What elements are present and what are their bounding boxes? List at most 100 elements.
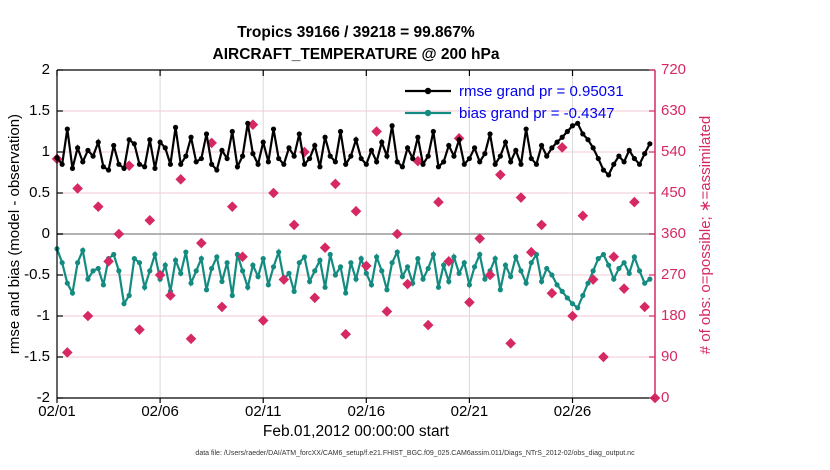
rmse-marker xyxy=(544,153,550,159)
obs-count-marker xyxy=(536,219,547,231)
bias-marker xyxy=(600,251,607,258)
bias-marker xyxy=(296,260,302,266)
bias-marker xyxy=(75,260,81,266)
rmse-marker xyxy=(353,137,359,143)
rmse-marker xyxy=(435,164,442,170)
bias-marker xyxy=(255,274,261,280)
obs-count-marker xyxy=(577,210,589,222)
bias-marker xyxy=(569,301,576,307)
bias-marker xyxy=(575,305,581,311)
rmse-marker xyxy=(64,126,70,132)
bias-marker xyxy=(456,270,462,276)
rmse-marker xyxy=(513,147,519,153)
bias-marker xyxy=(554,282,560,288)
right-tick-label: 180 xyxy=(661,307,687,324)
bias-marker xyxy=(415,256,421,262)
bias-marker xyxy=(647,276,653,282)
x-tick-label: 02/16 xyxy=(347,403,386,420)
bias-marker xyxy=(642,280,648,286)
bias-marker xyxy=(379,268,385,274)
bias-marker xyxy=(90,268,96,274)
bias-marker xyxy=(80,247,86,253)
obs-count-marker xyxy=(340,328,351,340)
rmse-marker xyxy=(642,151,648,157)
rmse-marker xyxy=(167,161,174,167)
obs-count-marker xyxy=(361,260,372,272)
rmse-marker xyxy=(549,145,555,151)
bias-marker xyxy=(270,264,277,270)
rmse-marker xyxy=(75,145,81,151)
rmse-marker xyxy=(332,159,338,165)
bias-marker xyxy=(466,282,473,288)
rmse-marker xyxy=(477,159,483,165)
rmse-marker xyxy=(157,139,163,145)
bias-marker xyxy=(451,254,457,260)
x-tick-label: 02/06 xyxy=(141,403,179,420)
rmse-marker xyxy=(276,155,282,162)
rmse-marker xyxy=(492,161,498,167)
bias-marker xyxy=(389,260,395,266)
rmse-marker xyxy=(441,159,447,165)
bias-marker xyxy=(332,272,338,278)
bias-marker xyxy=(183,249,189,255)
bias-marker xyxy=(142,284,148,290)
left-tick-label: 0.5 xyxy=(29,184,50,201)
obs-count-marker xyxy=(515,192,527,203)
bias-marker xyxy=(198,256,204,262)
rmse-marker xyxy=(85,147,91,153)
rmse-marker xyxy=(322,134,328,140)
obs-count-marker xyxy=(72,183,83,194)
right-tick-label: 630 xyxy=(661,102,687,119)
left-tick-label: -1 xyxy=(36,307,50,324)
rmse-marker xyxy=(636,161,643,167)
rmse-marker xyxy=(307,155,313,162)
rmse-marker xyxy=(647,141,653,147)
rmse-marker xyxy=(502,139,509,145)
rmse-marker xyxy=(209,161,215,167)
rmse-marker xyxy=(152,165,158,171)
obs-count-marker xyxy=(103,256,114,267)
bias-marker xyxy=(621,260,627,266)
bias-marker xyxy=(286,270,292,276)
bias-marker xyxy=(209,265,215,272)
obs-count-marker xyxy=(92,201,104,212)
rmse-marker xyxy=(214,167,220,173)
bias-marker xyxy=(482,276,488,282)
rmse-marker xyxy=(255,161,261,167)
rmse-marker xyxy=(100,164,106,170)
obs-count-marker xyxy=(113,228,125,240)
left-tick-label: 1.5 xyxy=(29,102,50,119)
rmse-marker xyxy=(337,128,344,135)
rmse-marker xyxy=(188,134,194,140)
x-tick-label: 02/11 xyxy=(244,403,282,420)
rmse-marker xyxy=(229,128,235,135)
rmse-marker xyxy=(471,145,478,151)
rmse-marker xyxy=(95,139,101,145)
bias-marker xyxy=(616,265,622,272)
bias-marker xyxy=(172,257,179,263)
rmse-marker xyxy=(554,139,560,145)
obs-count-marker xyxy=(505,338,516,349)
obs-count-marker xyxy=(288,219,300,231)
legend-line-sample-rmse xyxy=(405,87,451,95)
bias-marker xyxy=(435,284,442,290)
bias-marker xyxy=(446,278,452,285)
obs-count-marker xyxy=(309,292,321,304)
rmse-marker xyxy=(69,165,76,171)
rmse-marker xyxy=(528,155,534,162)
obs-count-marker xyxy=(495,169,506,181)
rmse-marker xyxy=(250,151,256,157)
left-tick-label: 0 xyxy=(41,225,50,242)
rmse-marker xyxy=(219,147,225,153)
rmse-marker xyxy=(111,142,117,149)
rmse-marker xyxy=(631,155,637,162)
bias-marker xyxy=(100,282,106,288)
legend-marker-bias xyxy=(424,109,432,117)
bias-marker xyxy=(477,251,483,258)
data-file-path: data file: /Users/raeder/DAI/ATM_forcXX/… xyxy=(195,450,635,457)
obs-count-marker xyxy=(381,306,393,317)
obs-count-marker xyxy=(422,319,434,331)
rmse-marker xyxy=(585,137,591,143)
obs-count-marker xyxy=(185,333,197,345)
